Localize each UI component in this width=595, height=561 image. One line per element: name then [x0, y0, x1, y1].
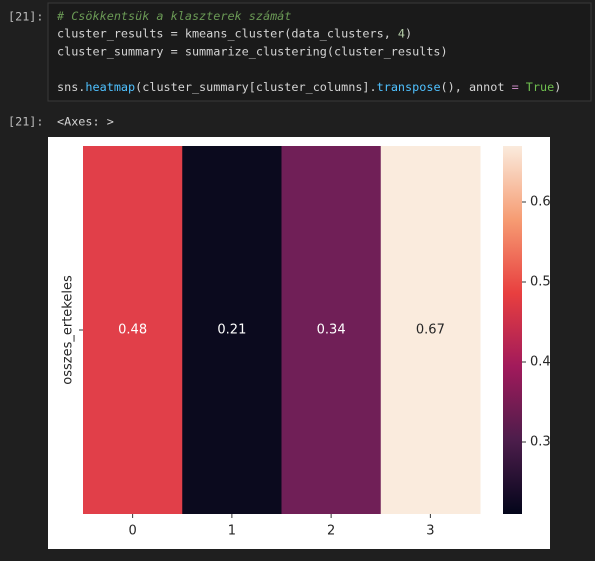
colorbar-tick-label: 0.6 — [530, 195, 551, 210]
x-tick-label: 1 — [228, 524, 236, 539]
code-line: cluster_results = kmeans_cluster(data_cl… — [57, 26, 412, 40]
code-token: # Csökkentsük a klaszterek számát — [56, 9, 291, 23]
heatmap: 0.48 0.21 0.34 0.67 osszes_ertekeles 0 1 2 3 0.3 0… — [61, 146, 551, 539]
code-line: # Csökkentsük a klaszterek számát — [56, 9, 291, 23]
code-token: True — [526, 79, 554, 93]
colorbar — [503, 146, 522, 514]
code-line: sns.heatmap(cluster_summary[cluster_colu… — [57, 79, 561, 93]
heatmap-cell — [281, 146, 382, 514]
y-tick-label: osszes_ertekeles — [61, 275, 76, 385]
output-text: <Axes: > — [57, 115, 114, 129]
cell-annotation: 0.67 — [416, 323, 445, 338]
code-cell[interactable] — [47, 2, 592, 102]
code-line: cluster_summary = summarize_clustering(c… — [57, 44, 448, 58]
code-token: ) — [554, 79, 561, 93]
code-token: heatmap — [85, 79, 135, 93]
code-token: (cluster_summary[cluster_columns]. — [135, 79, 376, 93]
code-token: cluster_summary = summarize_clustering(c… — [57, 44, 448, 58]
cell-annotation: 0.34 — [317, 323, 346, 338]
code-token: (), annot — [441, 79, 512, 93]
code-token: 4 — [398, 26, 405, 40]
output-prompt: [21]: — [8, 115, 44, 129]
code-token: = — [512, 79, 519, 93]
heatmap-cell — [83, 146, 183, 514]
colorbar-tick-label: 0.5 — [530, 275, 551, 290]
code-token: transpose — [377, 79, 441, 93]
colorbar-tick-label: 0.4 — [530, 355, 551, 370]
colorbar-tick-label: 0.3 — [530, 435, 551, 450]
code: # Csökkentsük a klaszterek számát cluster… — [56, 9, 561, 94]
input-prompt: [21]: — [8, 10, 44, 24]
x-tick-label: 3 — [426, 524, 434, 539]
heatmap-cell — [182, 146, 282, 514]
heatmap-cell — [380, 146, 481, 514]
code-token: ) — [405, 26, 412, 40]
x-tick-label: 2 — [327, 524, 335, 539]
code-token: cluster_results = kmeans_cluster(data_cl… — [57, 26, 398, 40]
code-token — [519, 79, 526, 93]
code-token: sns. — [57, 79, 85, 93]
cell-annotation: 0.48 — [118, 323, 147, 338]
cell-annotation: 0.21 — [217, 323, 246, 338]
x-tick-label: 0 — [128, 524, 136, 539]
